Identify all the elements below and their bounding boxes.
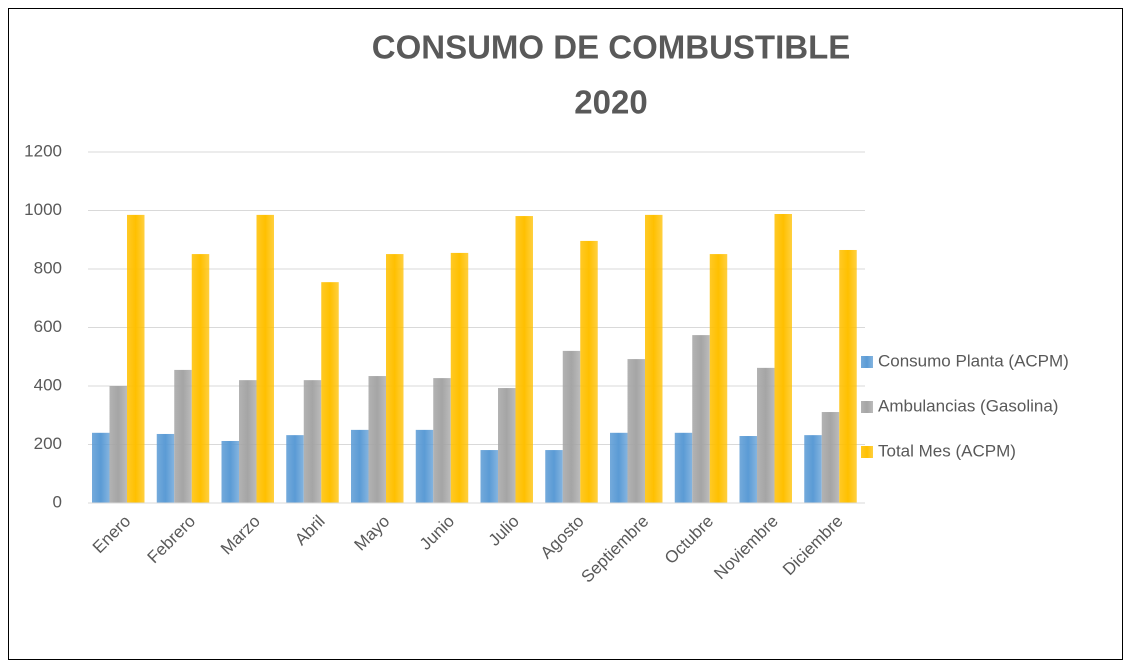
bar xyxy=(368,376,386,503)
legend-swatch xyxy=(861,401,873,413)
bar xyxy=(321,282,339,503)
bar xyxy=(450,252,469,503)
bar xyxy=(774,214,792,503)
bar xyxy=(580,240,598,504)
bar xyxy=(174,369,192,503)
legend-label: Total Mes (ACPM) xyxy=(878,441,1016,460)
legend-swatch xyxy=(861,356,873,368)
bar xyxy=(433,378,451,503)
bar xyxy=(386,254,404,503)
bar xyxy=(221,440,239,503)
bar xyxy=(610,432,628,503)
bar xyxy=(498,388,516,503)
y-tick-label: 400 xyxy=(34,375,62,394)
chart-frame xyxy=(8,8,1123,660)
legend-label: Consumo Planta (ACPM) xyxy=(878,351,1069,370)
bar xyxy=(839,249,857,503)
bar xyxy=(739,436,757,503)
bar xyxy=(692,335,710,503)
bar xyxy=(92,432,110,503)
y-tick-label: 1000 xyxy=(24,200,62,219)
bar xyxy=(156,433,175,503)
bar xyxy=(256,214,274,503)
bar xyxy=(562,350,581,503)
bar xyxy=(804,435,822,503)
bar xyxy=(286,435,304,503)
y-tick-label: 0 xyxy=(53,492,62,511)
bar xyxy=(674,432,693,503)
legend-label: Ambulancias (Gasolina) xyxy=(878,396,1058,415)
bar xyxy=(627,359,645,503)
bar xyxy=(303,380,322,503)
bar xyxy=(191,254,210,503)
bar xyxy=(127,214,145,503)
y-tick-label: 800 xyxy=(34,258,62,277)
bar xyxy=(239,380,257,503)
chart-title: CONSUMO DE COMBUSTIBLE xyxy=(372,29,851,66)
bar xyxy=(645,214,663,503)
bar xyxy=(821,412,840,503)
bar xyxy=(480,450,498,503)
bar xyxy=(415,429,434,503)
bar xyxy=(545,450,563,503)
chart-title: 2020 xyxy=(574,84,647,121)
y-tick-label: 600 xyxy=(34,317,62,336)
y-tick-label: 1200 xyxy=(24,141,62,160)
bar xyxy=(109,386,127,503)
bar xyxy=(709,254,728,503)
bar xyxy=(757,367,775,503)
bar xyxy=(351,429,369,503)
legend-swatch xyxy=(861,446,873,458)
bar xyxy=(515,216,533,503)
y-tick-label: 200 xyxy=(34,434,62,453)
